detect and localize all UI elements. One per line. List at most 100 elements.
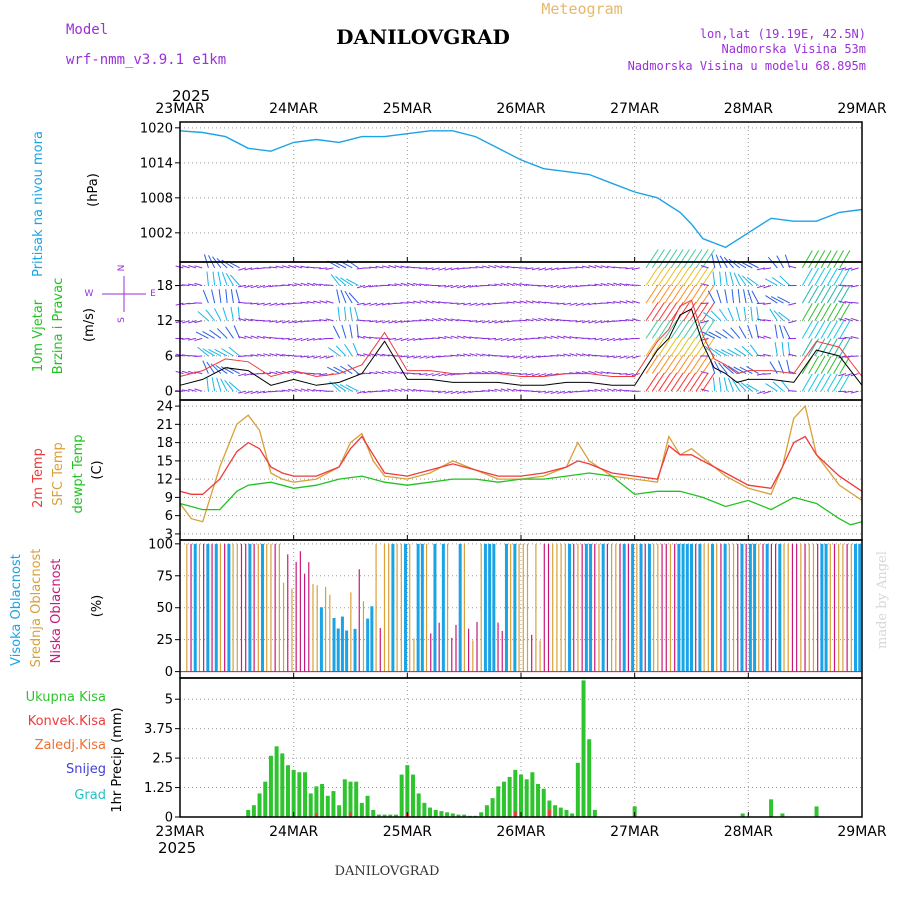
wind-arrow-468	[538, 317, 547, 322]
wind-arrow-188	[319, 319, 328, 322]
wind-arrow-542	[594, 283, 603, 286]
wind-arrow-865	[850, 373, 859, 377]
wind-arrow-811	[814, 320, 826, 339]
precip-bar-60	[587, 739, 592, 817]
precip-legend-snow: Snijeg	[66, 762, 106, 777]
precip-bar-35	[445, 812, 450, 817]
wind-arrow-178	[313, 355, 322, 359]
wind-arrow-525	[581, 302, 590, 306]
wind-arrow-306	[413, 355, 422, 359]
precip-legend-hail: Grad	[74, 788, 106, 803]
wind-arrow-301	[406, 301, 415, 304]
wind-arrow-780	[778, 311, 791, 322]
wind-arrow-389	[475, 302, 484, 306]
wind-arrow-286	[394, 283, 403, 286]
wind-arrow-715	[730, 327, 741, 339]
wind-arrow-797	[801, 285, 813, 304]
wind-arrow-761	[769, 361, 778, 374]
wind-arrow-721	[733, 366, 747, 375]
wind-arrow-757	[763, 302, 772, 305]
wind-arrow-868	[850, 317, 859, 322]
wind-arrow-181	[313, 300, 322, 304]
wind-arrow-39	[203, 254, 209, 269]
wind-arrow-442	[519, 355, 528, 359]
wind-arrow-412	[494, 320, 503, 324]
wind-arrow-779	[783, 325, 791, 339]
wind-arrow-118	[263, 285, 272, 288]
x-tick-top-4: 27MAR	[610, 101, 659, 117]
ytick-1-1: 12	[156, 314, 173, 329]
wind-arrow-359	[450, 267, 459, 271]
wind-arrow-539	[594, 337, 603, 341]
wind-arrow-292	[400, 320, 409, 323]
wind-arrow-573	[619, 300, 628, 304]
wind-arrow-332	[431, 318, 440, 322]
x-tick-bottom-5: 28MAR	[724, 824, 773, 840]
wind-arrow-822	[820, 267, 832, 286]
wind-arrow-318	[419, 283, 428, 286]
wind-arrow-558	[606, 282, 615, 286]
wind-arrow-870	[850, 284, 859, 288]
wind-unit: (m/s)	[82, 308, 97, 342]
wind-arrow-641	[683, 354, 697, 374]
precip-bar-31	[422, 802, 427, 817]
cloud-ylabel2: Srednja Oblacnost	[29, 549, 44, 668]
elevation-text: Nadmorska Visina 53m	[722, 42, 867, 56]
wind-arrow-464	[538, 390, 547, 393]
wind-arrow-770	[781, 341, 785, 357]
wind-arrow-281	[394, 371, 403, 375]
wind-arrow-208	[334, 382, 347, 392]
wind-arrow-333	[431, 300, 440, 304]
ytick-4-2: 2.5	[152, 752, 173, 767]
wind-arrow-668	[701, 302, 715, 321]
wind-arrow-11	[181, 337, 190, 340]
wind-arrow-607	[651, 249, 665, 269]
wind-arrow-758	[763, 285, 772, 289]
wind-arrow-107	[256, 335, 265, 339]
wind-arrow-64	[224, 379, 234, 392]
wind-arrow-113	[262, 372, 271, 375]
wind-arrow-524	[581, 320, 590, 324]
wind-arrow-255	[369, 266, 378, 269]
precip-bar-37	[456, 814, 461, 817]
wind-arrow-54	[217, 271, 222, 286]
wind-arrow-33	[202, 360, 209, 374]
wind-arrow-238	[356, 285, 365, 289]
precip-bar-38	[462, 814, 467, 817]
wind-arrow-857	[844, 373, 853, 377]
temp-dewpt-line	[179, 472, 863, 526]
wind-arrow-565	[613, 301, 622, 304]
precip-bar-1	[251, 805, 256, 817]
wind-arrow-535	[588, 265, 597, 269]
wind-arrow-91	[244, 335, 253, 339]
wind-arrow-683	[702, 331, 716, 339]
wind-arrow-733	[747, 289, 753, 304]
meteogram-label: Meteogram	[541, 0, 622, 18]
wind-arrow-654	[689, 266, 703, 286]
wind-arrow-672	[700, 388, 709, 392]
wind-arrow-78	[230, 274, 241, 286]
precip-bar-29	[411, 774, 416, 817]
wind-arrow-656	[695, 372, 709, 392]
wind-arrow-176	[313, 389, 322, 392]
wind-arrow-764	[769, 308, 778, 321]
wind-arrow-220	[349, 306, 353, 321]
wind-arrow-698	[714, 348, 728, 357]
wind-arrow-150	[287, 283, 297, 286]
wind-arrow-754	[763, 353, 772, 357]
wind-arrow-592	[645, 372, 659, 392]
wind-arrow-507	[569, 336, 578, 339]
wind-arrow-547	[600, 337, 609, 341]
wind-arrow-189	[319, 300, 328, 304]
wind-arrow-24	[194, 388, 203, 392]
wind-arrow-855	[838, 267, 847, 271]
wind-arrow-813	[814, 285, 826, 304]
wind-arrow-741	[751, 290, 760, 304]
wind-arrow-588	[631, 318, 640, 322]
wind-arrow-205	[336, 289, 341, 304]
wind-arrow-139	[281, 337, 290, 340]
wind-arrow-84	[238, 317, 247, 322]
wind-arrow-750	[756, 285, 765, 289]
wind-arrow-443	[519, 337, 528, 341]
wind-arrow-242	[363, 353, 372, 357]
